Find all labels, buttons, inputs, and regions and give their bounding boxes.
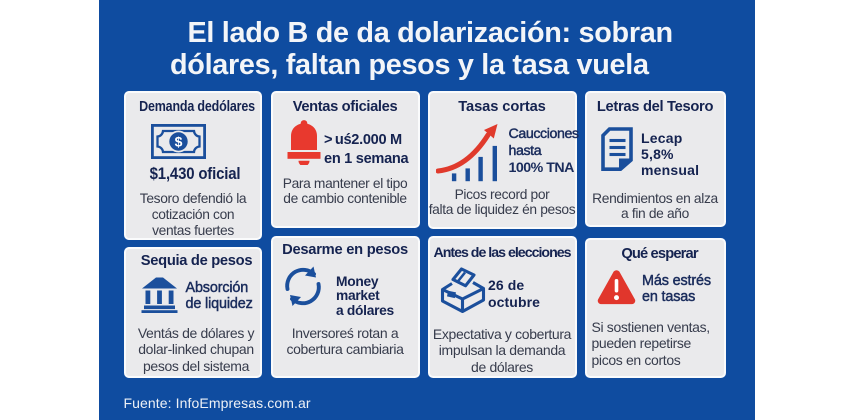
svg-text:$: $: [174, 133, 182, 149]
